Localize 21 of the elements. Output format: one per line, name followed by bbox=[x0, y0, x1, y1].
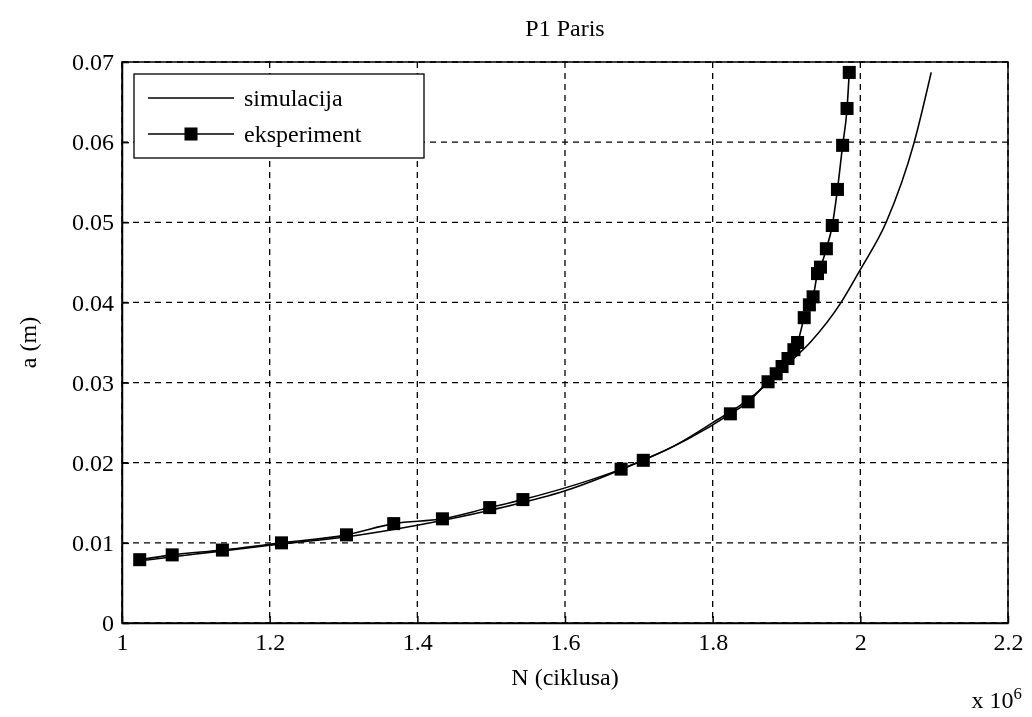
legend-label: simulacija bbox=[244, 85, 343, 111]
x-tick-label: 1.2 bbox=[255, 629, 286, 656]
x-tick-label: 2 bbox=[854, 629, 867, 656]
x-tick-label: 1.4 bbox=[402, 629, 433, 656]
text: x 10$^{6}$ bbox=[971, 683, 1022, 713]
x-axis-title: N (ciklusa) bbox=[511, 664, 619, 690]
chart-title: P1 Paris bbox=[525, 15, 605, 41]
x-tick-label: 1 bbox=[116, 629, 129, 656]
y-tick-label: 0 bbox=[102, 610, 114, 637]
y-tick-label: 0.04 bbox=[72, 289, 114, 316]
y-tick-label: 0.01 bbox=[72, 530, 114, 557]
x-tick-label: 1.8 bbox=[698, 629, 729, 656]
y-axis-title: a (m) bbox=[15, 316, 41, 369]
y-tick-label: 0.05 bbox=[72, 209, 114, 236]
y-tick-label: 0.03 bbox=[72, 369, 114, 396]
x-tick-label: 1.6 bbox=[550, 629, 581, 656]
y-tick-label: 0.07 bbox=[72, 49, 114, 76]
y-tick-label: 0.02 bbox=[72, 449, 114, 476]
legend-label: eksperiment bbox=[244, 121, 362, 147]
y-tick-label: 0.06 bbox=[72, 129, 114, 156]
x-tick-label: 2.2 bbox=[993, 629, 1024, 656]
